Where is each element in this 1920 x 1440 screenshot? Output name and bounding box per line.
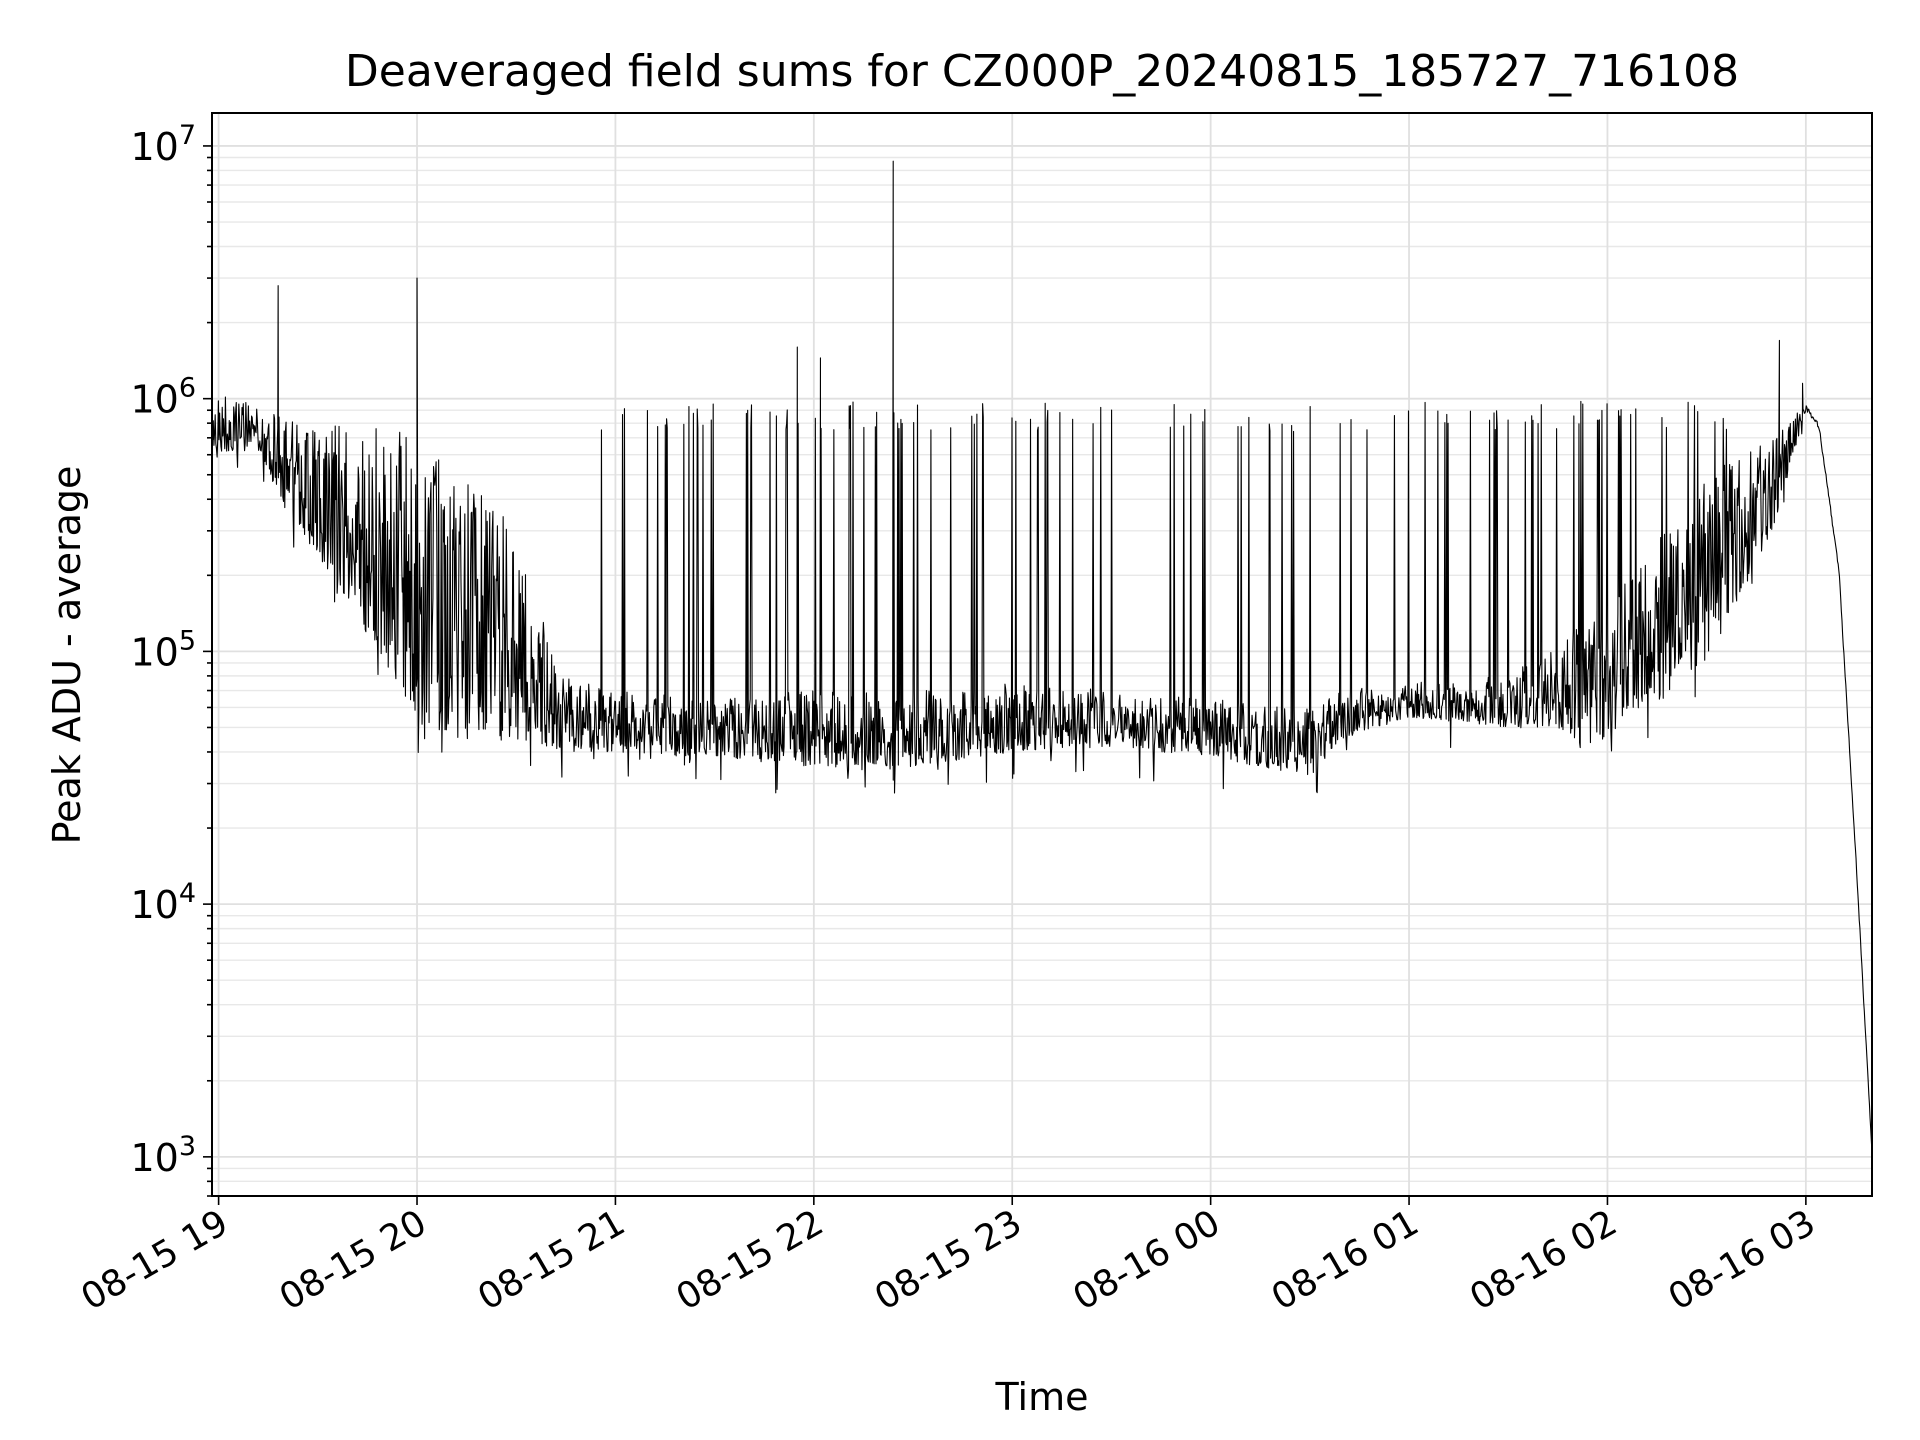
x-tick-label: 08-15 20 [273,1202,434,1318]
y-tick-label: 104 [130,878,196,927]
grid [212,113,1872,1197]
y-tick-label: 105 [130,625,196,674]
x-axis: 08-15 19 08-15 20 08-15 21 08-15 22 08-15 23… [74,1196,1822,1319]
x-tick-label: 08-15 19 [74,1202,235,1318]
y-axis: 103 104 105 106 107 [130,120,212,1197]
x-tick-label: 08-15 22 [670,1202,831,1318]
x-tick-label: 08-15 23 [868,1202,1029,1318]
x-tick-label: 08-16 00 [1066,1202,1227,1318]
y-tick-label: 107 [130,120,196,169]
y-tick-label: 103 [130,1131,196,1180]
x-tick-label: 08-16 03 [1662,1202,1823,1318]
series-layer [211,160,1873,1153]
y-tick-label: 106 [130,373,196,422]
chart-title: Deaveraged field sums for CZ000P_2024081… [345,46,1739,97]
x-tick-label: 08-16 02 [1463,1202,1624,1318]
plot-frame [211,112,1873,1197]
series-line [211,160,1873,1153]
x-tick-label: 08-16 01 [1265,1202,1426,1318]
x-axis-label: Time [995,1375,1089,1419]
x-tick-label: 08-15 21 [471,1202,632,1318]
y-axis-label: Peak ADU - average [45,466,89,845]
